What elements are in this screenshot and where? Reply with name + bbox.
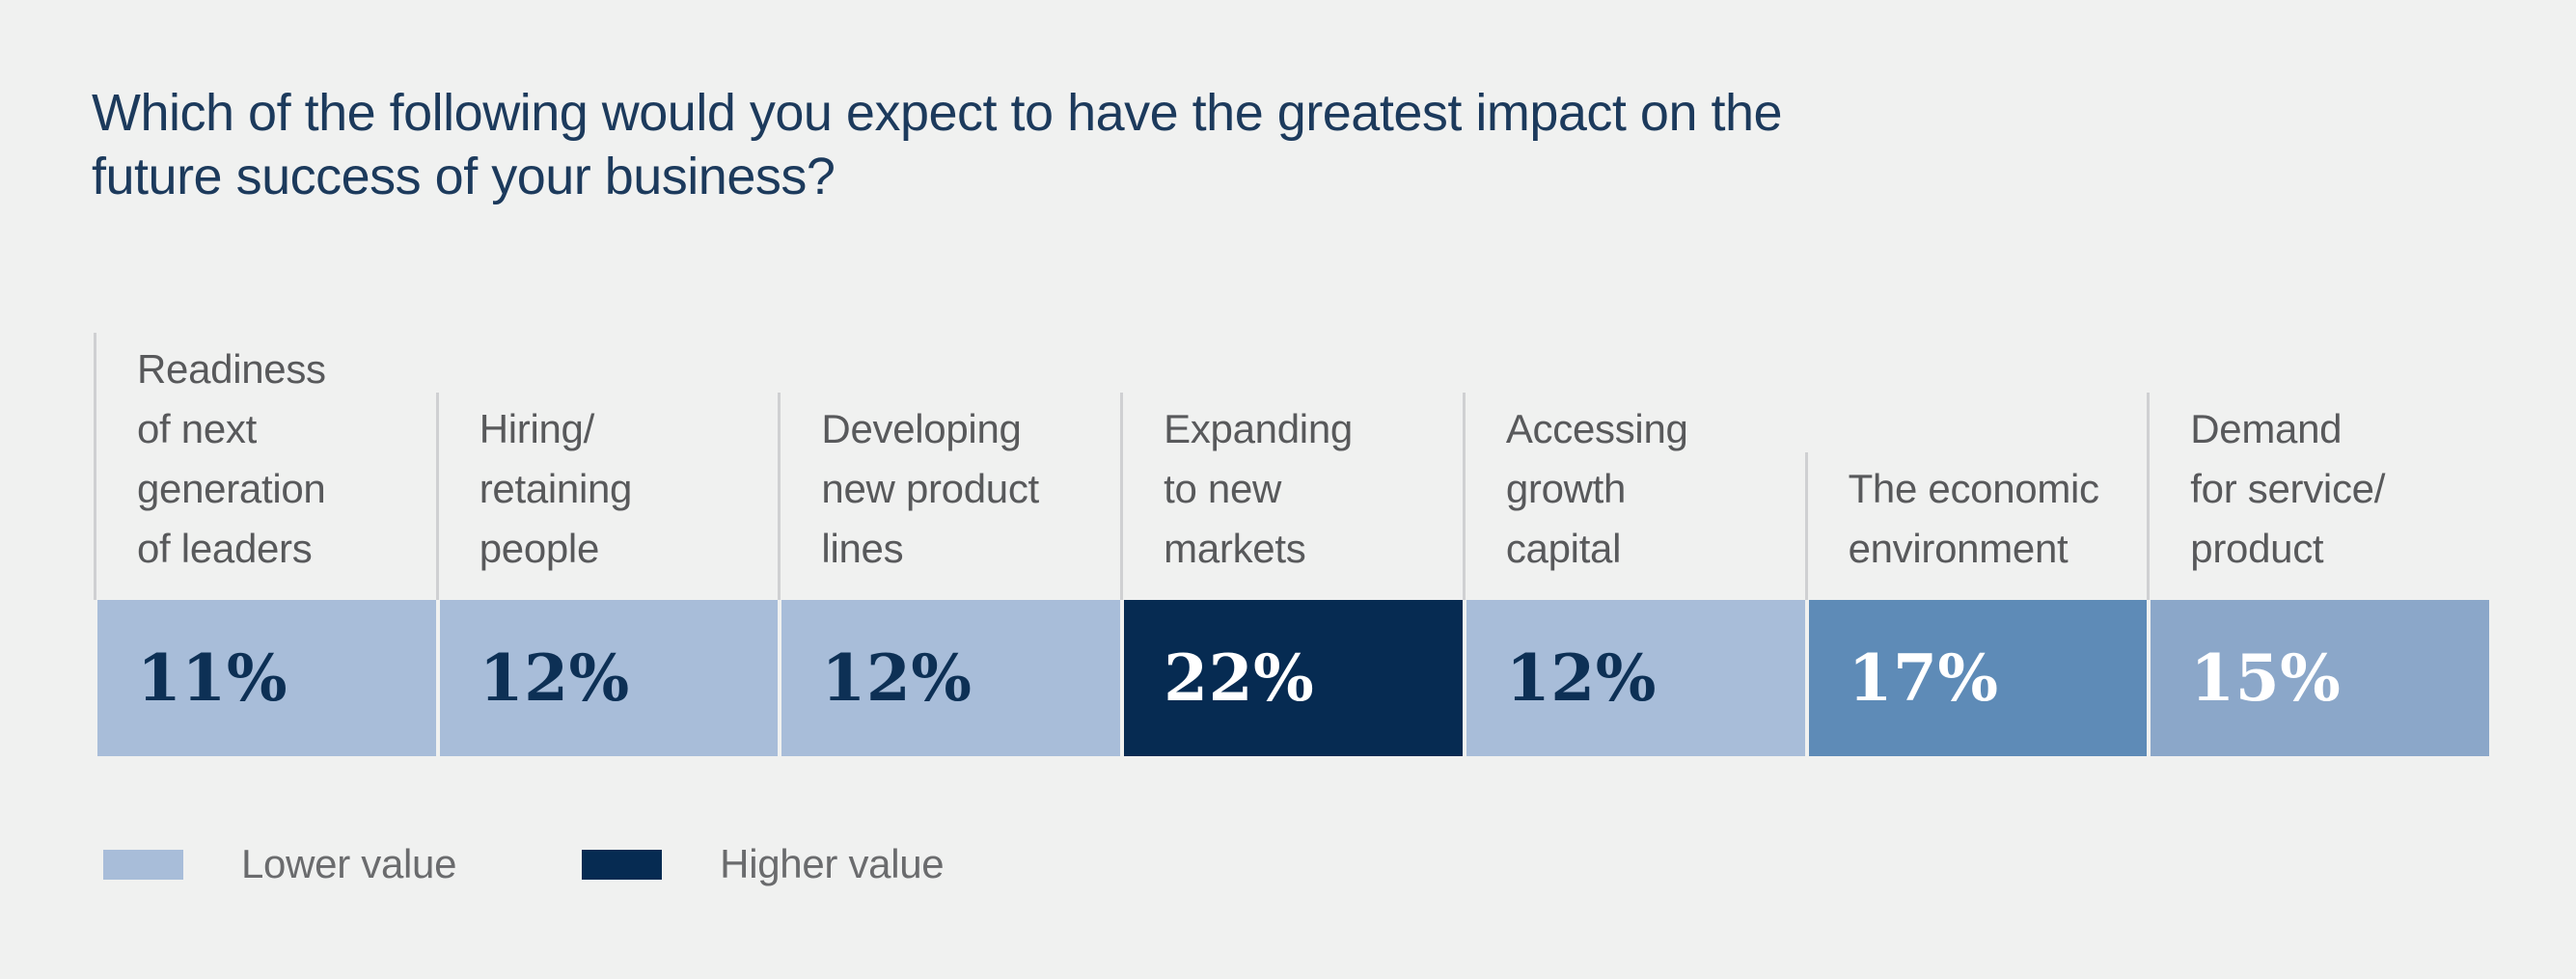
category-label-zone: Developing new product lines: [778, 333, 1120, 600]
category-label-zone: Accessing growth capital: [1462, 333, 1805, 600]
value-bar: 12%: [1466, 600, 1805, 756]
value-bar: 17%: [1808, 600, 2148, 756]
value-label: 11%: [137, 640, 288, 716]
category-label-zone: Readiness of next generation of leaders: [94, 333, 436, 600]
column-divider: [778, 393, 781, 600]
value-bar: 12%: [781, 600, 1121, 756]
chart-column-hiring: Hiring/ retaining people 12%: [435, 333, 779, 756]
value-label: 12%: [1505, 640, 1657, 716]
column-divider: [1120, 393, 1124, 600]
value-label: 17%: [1848, 640, 1999, 716]
chart-column-new-markets: Expanding to new markets 22%: [1120, 333, 1463, 756]
category-label-zone: Hiring/ retaining people: [435, 333, 779, 600]
column-divider: [1804, 452, 1808, 600]
value-label: 15%: [2190, 640, 2342, 716]
category-label: Developing new product lines: [821, 406, 1039, 571]
legend-label-lower: Lower value: [241, 841, 457, 886]
legend-item-lower: Lower value: [103, 841, 456, 887]
page-title: Which of the following would you expect …: [92, 84, 1783, 205]
category-label-zone: Demand for service/ product: [2147, 333, 2489, 600]
chart-column-growth-capital: Accessing growth capital 12%: [1462, 333, 1805, 756]
value-bar: 22%: [1124, 600, 1463, 756]
column-divider: [2147, 393, 2151, 600]
chart-column-demand: Demand for service/ product 15%: [2147, 333, 2489, 756]
legend-swatch-higher: [582, 849, 663, 880]
value-label: 22%: [1164, 640, 1315, 716]
value-label: 12%: [479, 640, 630, 716]
category-label: The economic environment: [1848, 466, 2100, 571]
legend-item-higher: Higher value: [582, 841, 945, 887]
category-label: Demand for service/ product: [2190, 406, 2386, 571]
legend-label-higher: Higher value: [720, 841, 945, 886]
legend-swatch-lower: [103, 849, 183, 880]
category-label-zone: Expanding to new markets: [1120, 333, 1463, 600]
chart-column-economic-environment: The economic environment 17%: [1804, 333, 2148, 756]
impact-bar-chart: Readiness of next generation of leaders …: [94, 333, 2489, 756]
category-label-zone: The economic environment: [1804, 333, 2148, 600]
chart-column-readiness: Readiness of next generation of leaders …: [94, 333, 436, 756]
value-bar: 15%: [2151, 600, 2489, 756]
chart-column-product-lines: Developing new product lines 12%: [778, 333, 1121, 756]
category-label: Accessing growth capital: [1505, 406, 1688, 571]
value-label: 12%: [821, 640, 973, 716]
column-divider: [435, 393, 439, 600]
value-bar: 12%: [439, 600, 779, 756]
category-label: Expanding to new markets: [1164, 406, 1353, 571]
legend: Lower value Higher value: [103, 841, 945, 887]
value-bar: 11%: [97, 600, 436, 756]
column-divider: [1462, 393, 1466, 600]
category-label: Hiring/ retaining people: [479, 406, 633, 571]
category-label: Readiness of next generation of leaders: [137, 346, 326, 571]
column-divider: [94, 333, 96, 600]
